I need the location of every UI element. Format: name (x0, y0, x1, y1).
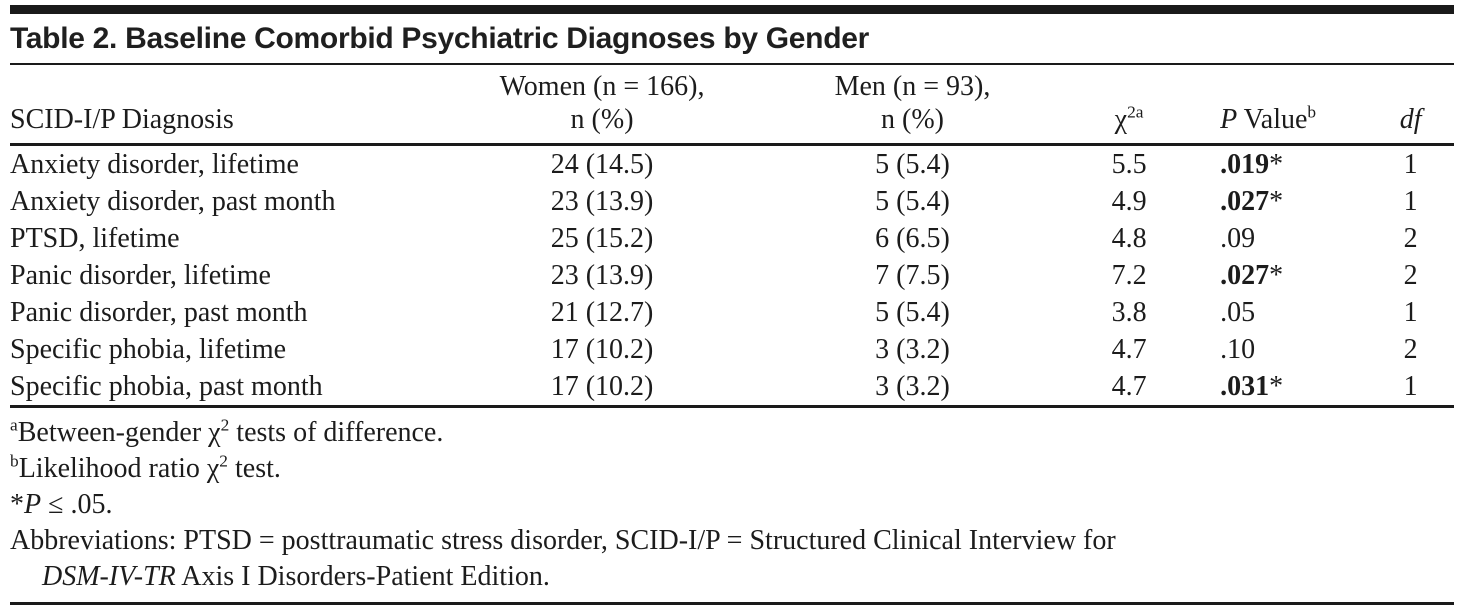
col-header-women: Women (n = 166), n (%) (443, 65, 761, 146)
table-footnotes: aBetween-gender χ2 tests of difference. … (10, 408, 1454, 595)
women-cell: 21 (12.7) (550, 297, 654, 328)
chi2-cell: 4.7 (1111, 334, 1147, 365)
significance-star: * (10, 489, 24, 520)
dsm-italic-text: DSM-IV-TR (42, 561, 176, 592)
footnote-b-text-post: test. (227, 453, 281, 484)
df-cell: 2 (1403, 334, 1418, 365)
footnote-a-chi-superscript: 2 (220, 415, 230, 435)
pvalue-cell: .05 (1220, 297, 1256, 328)
diagnosis-cell: PTSD, lifetime (10, 223, 180, 254)
pvalue-significant: .019 (1220, 149, 1270, 180)
df-cell: 2 (1403, 223, 1418, 254)
table-row: Specific phobia, past month 17 (10.2) 3 (3… (10, 368, 1454, 407)
header-row: SCID-I/P Diagnosis Women (n = 166), n (%… (10, 65, 1454, 146)
col-header-df: df (1367, 65, 1454, 146)
pvalue-significant: .031 (1220, 371, 1270, 402)
pvalue-p-label: P (1220, 104, 1238, 135)
men-cell: 5 (5.4) (875, 297, 950, 328)
abbreviations-line2: DSM-IV-TR Axis I Disorders-Patient Editi… (10, 559, 1454, 595)
men-cell: 3 (3.2) (875, 371, 950, 402)
table-title: Table 2. Baseline Comorbid Psychiatric D… (10, 14, 1454, 65)
women-header-line2: n (%) (570, 104, 634, 135)
footnote-b-text-pre: Likelihood ratio χ (18, 453, 220, 484)
men-cell: 5 (5.4) (875, 149, 950, 180)
table-row: Anxiety disorder, lifetime 24 (14.5) 5 (5.… (10, 145, 1454, 184)
abbreviations-line2-rest: Axis I Disorders-Patient Edition. (175, 561, 550, 592)
col-header-diagnosis: SCID-I/P Diagnosis (10, 65, 444, 146)
table-row: Specific phobia, lifetime 17 (10.2) 3 (3.2… (10, 331, 1454, 368)
table-row: Panic disorder, past month 21 (12.7) 5 (5.… (10, 294, 1454, 331)
comorbid-diagnoses-table: SCID-I/P Diagnosis Women (n = 166), n (%… (10, 65, 1454, 408)
footnote-b: bLikelihood ratio χ2 test. (10, 451, 1454, 487)
abbreviations-line1: Abbreviations: PTSD = posttraumatic stre… (10, 525, 1116, 556)
chi2-superscript: 2a (1127, 102, 1144, 122)
chi2-cell: 3.8 (1111, 297, 1147, 328)
table-bottom-rule (10, 602, 1454, 605)
women-header-line1: Women (n = 166), (499, 71, 705, 102)
df-cell: 2 (1403, 260, 1418, 291)
chi2-cell: 4.7 (1111, 371, 1147, 402)
women-cell: 24 (14.5) (550, 149, 654, 180)
diagnosis-header-label: SCID-I/P Diagnosis (10, 104, 234, 135)
footnote-b-chi-superscript: 2 (219, 451, 228, 471)
footnote-significance: *P ≤ .05. (10, 487, 1454, 523)
chi2-cell: 7.2 (1111, 260, 1147, 291)
women-cell: 23 (13.9) (550, 260, 654, 291)
table-row: Panic disorder, lifetime 23 (13.9) 7 (7.5)… (10, 257, 1454, 294)
df-cell: 1 (1403, 371, 1418, 402)
df-cell: 1 (1403, 149, 1418, 180)
df-cell: 1 (1403, 297, 1418, 328)
chi2-cell: 5.5 (1111, 149, 1147, 180)
women-cell: 25 (15.2) (550, 223, 654, 254)
chi2-symbol: χ (1114, 104, 1128, 135)
pvalue-significant: .027 (1220, 260, 1270, 291)
men-cell: 5 (5.4) (875, 186, 950, 217)
pvalue-cell: .027* (1220, 260, 1284, 291)
pvalue-cell: .10 (1220, 334, 1256, 365)
diagnosis-cell: Specific phobia, lifetime (10, 334, 287, 365)
diagnosis-cell: Specific phobia, past month (10, 371, 323, 402)
diagnosis-cell: Panic disorder, past month (10, 297, 308, 328)
footnote-b-marker: b (10, 451, 19, 471)
significance-p: P (24, 489, 42, 520)
col-header-chi2: χ2a (1064, 65, 1195, 146)
women-cell: 17 (10.2) (550, 371, 654, 402)
pvalue-significant: .027 (1220, 186, 1270, 217)
diagnosis-cell: Panic disorder, lifetime (10, 260, 271, 291)
women-cell: 23 (13.9) (550, 186, 654, 217)
men-header-line1: Men (n = 93), (834, 71, 991, 102)
table-row: Anxiety disorder, past month 23 (13.9) 5 (… (10, 183, 1454, 220)
df-header-label: df (1399, 104, 1422, 135)
table-body: Anxiety disorder, lifetime 24 (14.5) 5 (5.… (10, 145, 1454, 407)
men-cell: 3 (3.2) (875, 334, 950, 365)
footnote-a-text-post: tests of difference. (229, 417, 444, 448)
men-header-line2: n (%) (881, 104, 944, 135)
diagnosis-cell: Anxiety disorder, past month (10, 186, 336, 217)
significance-threshold: ≤ .05. (41, 489, 113, 520)
women-cell: 17 (10.2) (550, 334, 654, 365)
diagnosis-cell: Anxiety disorder, lifetime (10, 149, 299, 180)
footnote-abbreviations: Abbreviations: PTSD = posttraumatic stre… (10, 523, 1454, 595)
df-cell: 1 (1403, 186, 1418, 217)
chi2-cell: 4.8 (1111, 223, 1147, 254)
col-header-pvalue: P Valueb (1194, 65, 1368, 146)
men-cell: 7 (7.5) (875, 260, 950, 291)
col-header-men: Men (n = 93), n (%) (760, 65, 1065, 146)
pvalue-label-rest: Value (1237, 104, 1308, 135)
footnote-a-marker: a (10, 415, 18, 435)
table-row: PTSD, lifetime 25 (15.2) 6 (6.5) 4.8 .09 2 (10, 220, 1454, 257)
pvalue-cell: .019* (1220, 149, 1284, 180)
chi2-cell: 4.9 (1111, 186, 1147, 217)
footnote-a-text-pre: Between-gender χ (17, 417, 221, 448)
pvalue-superscript: b (1307, 102, 1317, 122)
pvalue-cell: .09 (1220, 223, 1256, 254)
footnote-a: aBetween-gender χ2 tests of difference. (10, 415, 1454, 451)
men-cell: 6 (6.5) (875, 223, 950, 254)
pvalue-cell: .031* (1220, 371, 1284, 402)
pvalue-cell: .027* (1220, 186, 1284, 217)
table-top-rule (10, 5, 1454, 14)
